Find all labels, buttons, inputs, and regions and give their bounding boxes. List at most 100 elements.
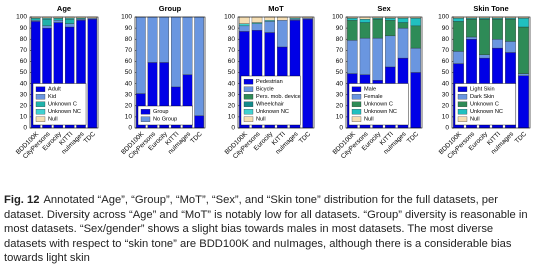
bar-segment — [302, 17, 313, 20]
y-tick-label: 10 — [20, 114, 28, 121]
y-tick-label: 60 — [20, 58, 28, 65]
legend-swatch — [351, 101, 362, 107]
legend-swatch — [35, 86, 46, 92]
bar-segment — [479, 19, 490, 55]
y-tick-label: 70 — [442, 47, 450, 54]
bar-segment — [277, 20, 288, 48]
y-tick-label: 100 — [16, 14, 27, 21]
plot-frame — [451, 16, 531, 129]
y-tick-label: 30 — [228, 91, 236, 98]
y-tick-label: 10 — [125, 114, 133, 121]
caption: Fig. 12 Annotated “Age”, “Group”, “MoT”, … — [4, 193, 536, 266]
plot-frame — [345, 16, 423, 129]
y-tick-label: 0 — [23, 125, 27, 132]
x-tick-label: TDC — [298, 130, 313, 145]
bar-segment — [372, 37, 383, 81]
y-tick-label: 60 — [125, 58, 133, 65]
legend-swatch — [35, 109, 46, 115]
legend-swatch — [243, 86, 254, 92]
legend-label: Unknown C — [470, 102, 499, 108]
bar-segment — [359, 22, 371, 39]
y-tick-label: 20 — [125, 103, 133, 110]
y-tick-label: 60 — [228, 58, 236, 65]
bar-segment — [466, 36, 477, 40]
legend-swatch — [35, 94, 46, 100]
bar-segment — [64, 19, 75, 24]
bar-segment — [347, 17, 358, 21]
bar-segment — [239, 16, 250, 24]
y-tick-label: 10 — [336, 114, 344, 121]
bar-segment — [385, 20, 396, 37]
bar-segment — [410, 47, 421, 73]
legend-swatch — [457, 86, 468, 92]
bar-segment — [492, 39, 503, 49]
y-tick-label: 100 — [224, 14, 235, 21]
y-tick-label: 20 — [228, 103, 236, 110]
bar-segment — [518, 26, 529, 74]
legend-swatch — [243, 101, 254, 107]
y-tick-label: 70 — [125, 47, 133, 54]
legend-label: Null — [256, 117, 266, 123]
y-tick-label: 70 — [20, 47, 28, 54]
legend-swatch — [351, 94, 362, 100]
legend-swatch — [457, 94, 468, 100]
bar-segment — [239, 23, 250, 27]
legend-label: Bicycle — [256, 87, 274, 93]
legend-label: Unknown NC — [364, 109, 397, 115]
bar-segment — [347, 40, 358, 74]
legend-label: Dark Skin — [470, 94, 494, 100]
bar-segment — [76, 17, 86, 20]
legend-swatch — [457, 109, 468, 115]
bar-segment — [194, 16, 204, 116]
y-tick-label: 40 — [336, 80, 344, 87]
bar-segment — [359, 19, 371, 23]
caption-label: Fig. 12 — [4, 194, 40, 206]
y-tick-label: 30 — [442, 91, 450, 98]
y-tick-label: 0 — [231, 125, 235, 132]
bar-segment — [30, 17, 41, 21]
bar-segment — [76, 19, 86, 21]
y-tick-label: 80 — [228, 36, 236, 43]
y-tick-label: 0 — [339, 125, 343, 132]
bar-segment — [397, 17, 409, 23]
legend-swatch — [457, 101, 468, 107]
legend-swatch — [35, 101, 46, 107]
bar-segment — [479, 17, 490, 20]
bar-segment — [42, 25, 52, 29]
bar-segment — [453, 17, 464, 22]
y-tick-label: 40 — [442, 80, 450, 87]
y-tick-label: 100 — [121, 14, 132, 21]
y-tick-label: 70 — [336, 47, 344, 54]
bar-segment — [518, 75, 529, 129]
y-tick-label: 70 — [228, 47, 236, 54]
y-tick-label: 20 — [336, 103, 344, 110]
plot-frame — [237, 16, 315, 129]
legend: Group No Group — [137, 105, 193, 126]
y-tick-label: 40 — [125, 80, 133, 87]
y-tick-label: 40 — [228, 80, 236, 87]
legend-swatch — [243, 116, 254, 122]
y-tick-label: 0 — [445, 125, 449, 132]
x-tick-label: TDC — [189, 130, 204, 145]
bar-segment — [251, 16, 263, 23]
bar-segment — [505, 19, 516, 42]
y-tick-label: 40 — [20, 80, 28, 87]
y-tick-label: 90 — [336, 25, 344, 32]
y-tick-label: 80 — [336, 36, 344, 43]
y-tick-label: 10 — [228, 114, 236, 121]
bar-segment — [42, 17, 52, 20]
bar-segment — [410, 17, 421, 27]
legend-label: Pedestrian — [256, 79, 283, 85]
legend-swatch — [35, 116, 46, 122]
y-tick-label: 90 — [20, 25, 28, 32]
legend-label: Wheelchair — [256, 102, 284, 108]
bar-segment — [64, 23, 75, 28]
bar-segment — [372, 19, 383, 39]
bar-segment — [87, 17, 98, 20]
x-tick-label: TDC — [514, 130, 529, 145]
y-tick-label: 80 — [442, 36, 450, 43]
bar-segment — [492, 17, 503, 20]
bar-segment — [42, 19, 52, 27]
y-tick-label: 100 — [332, 14, 343, 21]
